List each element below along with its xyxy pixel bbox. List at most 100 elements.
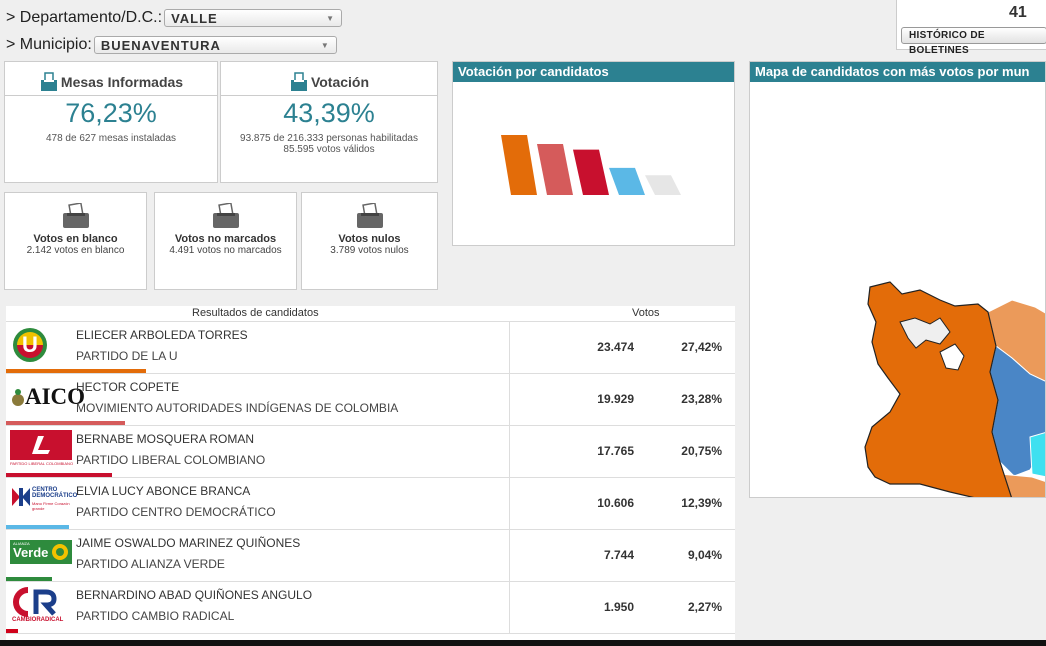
column-divider [509, 322, 510, 373]
votos-no-marcados-box: Votos no marcados 4.491 votos no marcado… [154, 192, 297, 290]
candidate-name: HECTOR COPETE [76, 380, 180, 394]
party-name: MOVIMIENTO AUTORIDADES INDÍGENAS DE COLO… [76, 401, 399, 415]
candidate-votes: 1.950 [603, 600, 634, 614]
votacion-title-text: Votación [310, 73, 370, 90]
candidate-name: ELVIA LUCY ABONCE BRANCA [76, 484, 251, 498]
logo-text: AICO [25, 384, 86, 409]
share-bar [6, 525, 70, 529]
votacion-title: Votación [221, 68, 437, 96]
cambio-radical-logo: CAMBIORADICAL [10, 586, 72, 624]
candidate-votes: 19.929 [597, 392, 634, 406]
partido-liberal-logo: PARTIDO LIBERAL COLOMBIANO [10, 430, 74, 468]
ballot-box-icon [290, 71, 307, 91]
chevron-down-icon: ▼ [320, 40, 330, 50]
votos-nulos-detail: 3.789 votos nulos [330, 245, 409, 256]
centro-democratico-logo: CENTRO DEMOCRÁTICO Mano Firme Corazón gra… [10, 482, 78, 520]
logo-text: Verde [13, 545, 49, 560]
table-row[interactable]: PARTIDO LIBERAL COLOMBIANO BERNABE MOSQUE… [6, 426, 735, 478]
column-divider [509, 582, 510, 633]
votos-no-marcados-detail: 4.491 votos no marcados [169, 245, 282, 256]
votos-no-marcados-title: Votos no marcados [174, 233, 277, 245]
candidate-name: JAIME OSWALDO MARINEZ QUIÑONES [76, 536, 301, 550]
departamento-filter: > Departamento/D.C.: VALLE ▼ [6, 9, 343, 27]
votacion-detail-validos: 85.595 votos válidos [283, 144, 375, 155]
mesas-title: Mesas Informadas [5, 68, 217, 96]
svg-text:U: U [22, 332, 38, 357]
votacion-percent: 43,39% [283, 98, 375, 128]
municipality-map[interactable] [750, 82, 1046, 498]
logo-text: CENTRO DEMOCRÁTICO [32, 487, 78, 499]
logo-text: PARTIDO LIBERAL COLOMBIANO [10, 461, 74, 466]
map-region-buenaventura[interactable] [864, 281, 1012, 498]
votacion-detail-habilitadas: 93.875 de 216.333 personas habilitadas [240, 133, 418, 144]
column-divider [509, 478, 510, 529]
resultados-candidatos-table: Resultados de candidatos Votos U ELIECER … [6, 306, 735, 646]
table-row[interactable]: CENTRO DEMOCRÁTICO Mano Firme Corazón gra… [6, 478, 735, 530]
alianza-verde-logo: ALIANZA Verde [10, 534, 72, 572]
map-region-neighbor-cyan[interactable] [1029, 432, 1046, 478]
header-candidatos: Resultados de candidatos [192, 307, 319, 319]
municipio-label: > Municipio: [6, 36, 92, 53]
ballot-box-icon [62, 203, 89, 228]
candidate-name: BERNABE MOSQUERA ROMAN [76, 432, 255, 446]
mesas-detail: 478 de 627 mesas instaladas [45, 133, 177, 144]
votacion-candidatos-title: Votación por candidatos [453, 62, 734, 82]
candidate-percent: 27,42% [681, 340, 722, 354]
ballot-box-icon [356, 203, 383, 228]
party-name: PARTIDO ALIANZA VERDE [76, 557, 225, 571]
mesas-percent: 76,23% [65, 98, 157, 128]
table-row[interactable]: AICO HECTOR COPETE MOVIMIENTO AUTORIDADES … [6, 374, 735, 426]
logo-sub: ALIANZA [13, 541, 30, 546]
votos-blanco-title: Votos en blanco [33, 233, 118, 245]
historico-boletines-button[interactable]: HISTÓRICO DE BOLETINES [901, 27, 1046, 56]
boletin-box: 41 HISTÓRICO DE BOLETINES [896, 0, 1046, 56]
municipio-filter: > Municipio: BUENAVENTURA ▼ [6, 36, 337, 54]
logo-text: CAMBIORADICAL [12, 617, 64, 623]
candidate-percent: 9,04% [687, 548, 722, 562]
party-name: PARTIDO LIBERAL COLOMBIANO [76, 453, 266, 467]
votos-blanco-detail: 2.142 votos en blanco [26, 245, 125, 256]
boletin-count: 41 [1009, 4, 1027, 21]
header-votos: Votos [632, 307, 660, 319]
mapa-candidatos-panel: Mapa de candidatos con más votos por mun [749, 61, 1046, 498]
candidate-percent: 23,28% [681, 392, 722, 406]
municipio-select[interactable]: BUENAVENTURA ▼ [93, 36, 337, 54]
table-header: Resultados de candidatos Votos [6, 306, 735, 322]
candidate-votes: 23.474 [597, 340, 634, 354]
partido-de-la-u-logo: U [10, 326, 72, 364]
votacion-box: Votación 43,39% 93.875 de 216.333 person… [220, 61, 438, 183]
candidate-percent: 20,75% [681, 444, 722, 458]
party-name: PARTIDO CENTRO DEMOCRÁTICO [76, 505, 276, 519]
votos-blanco-box: Votos en blanco 2.142 votos en blanco [4, 192, 147, 290]
candidatos-chart [501, 135, 681, 195]
departamento-select[interactable]: VALLE ▼ [164, 9, 343, 27]
candidate-votes: 7.744 [603, 548, 634, 562]
mapa-candidatos-title: Mapa de candidatos con más votos por mun [750, 62, 1045, 82]
chart-bar[interactable] [537, 144, 573, 195]
party-name: PARTIDO CAMBIO RADICAL [76, 609, 235, 623]
table-row[interactable]: CAMBIORADICAL BERNARDINO ABAD QUIÑONES AN… [6, 582, 735, 634]
candidate-votes: 10.606 [597, 496, 634, 510]
candidate-votes: 17.765 [597, 444, 634, 458]
column-divider [509, 426, 510, 477]
aico-logo: AICO [10, 378, 85, 416]
share-bar [6, 473, 112, 477]
party-name: PARTIDO DE LA U [76, 349, 178, 363]
share-bar [6, 421, 125, 425]
votos-nulos-box: Votos nulos 3.789 votos nulos [301, 192, 438, 290]
ballot-box-icon [40, 71, 57, 91]
bottom-strip [0, 640, 1046, 646]
share-bar [6, 629, 18, 633]
chart-bar[interactable] [645, 175, 681, 195]
candidate-name: BERNARDINO ABAD QUIÑONES ANGULO [76, 588, 313, 602]
chart-bar[interactable] [501, 135, 537, 195]
chart-bar[interactable] [573, 149, 609, 195]
chart-bar[interactable] [609, 167, 645, 195]
logo-sub: Mano Firme Corazón grande [32, 501, 70, 511]
mesas-title-text: Mesas Informadas [60, 73, 184, 90]
table-row[interactable]: U ELIECER ARBOLEDA TORRES PARTIDO DE LA U 2… [6, 322, 735, 374]
table-row[interactable]: ALIANZA Verde JAIME OSWALDO MARINEZ QUIÑON… [6, 530, 735, 582]
municipio-value: BUENAVENTURA [100, 37, 221, 53]
ballot-box-icon [212, 203, 239, 228]
map-region-coast-detail-2 [939, 343, 965, 371]
